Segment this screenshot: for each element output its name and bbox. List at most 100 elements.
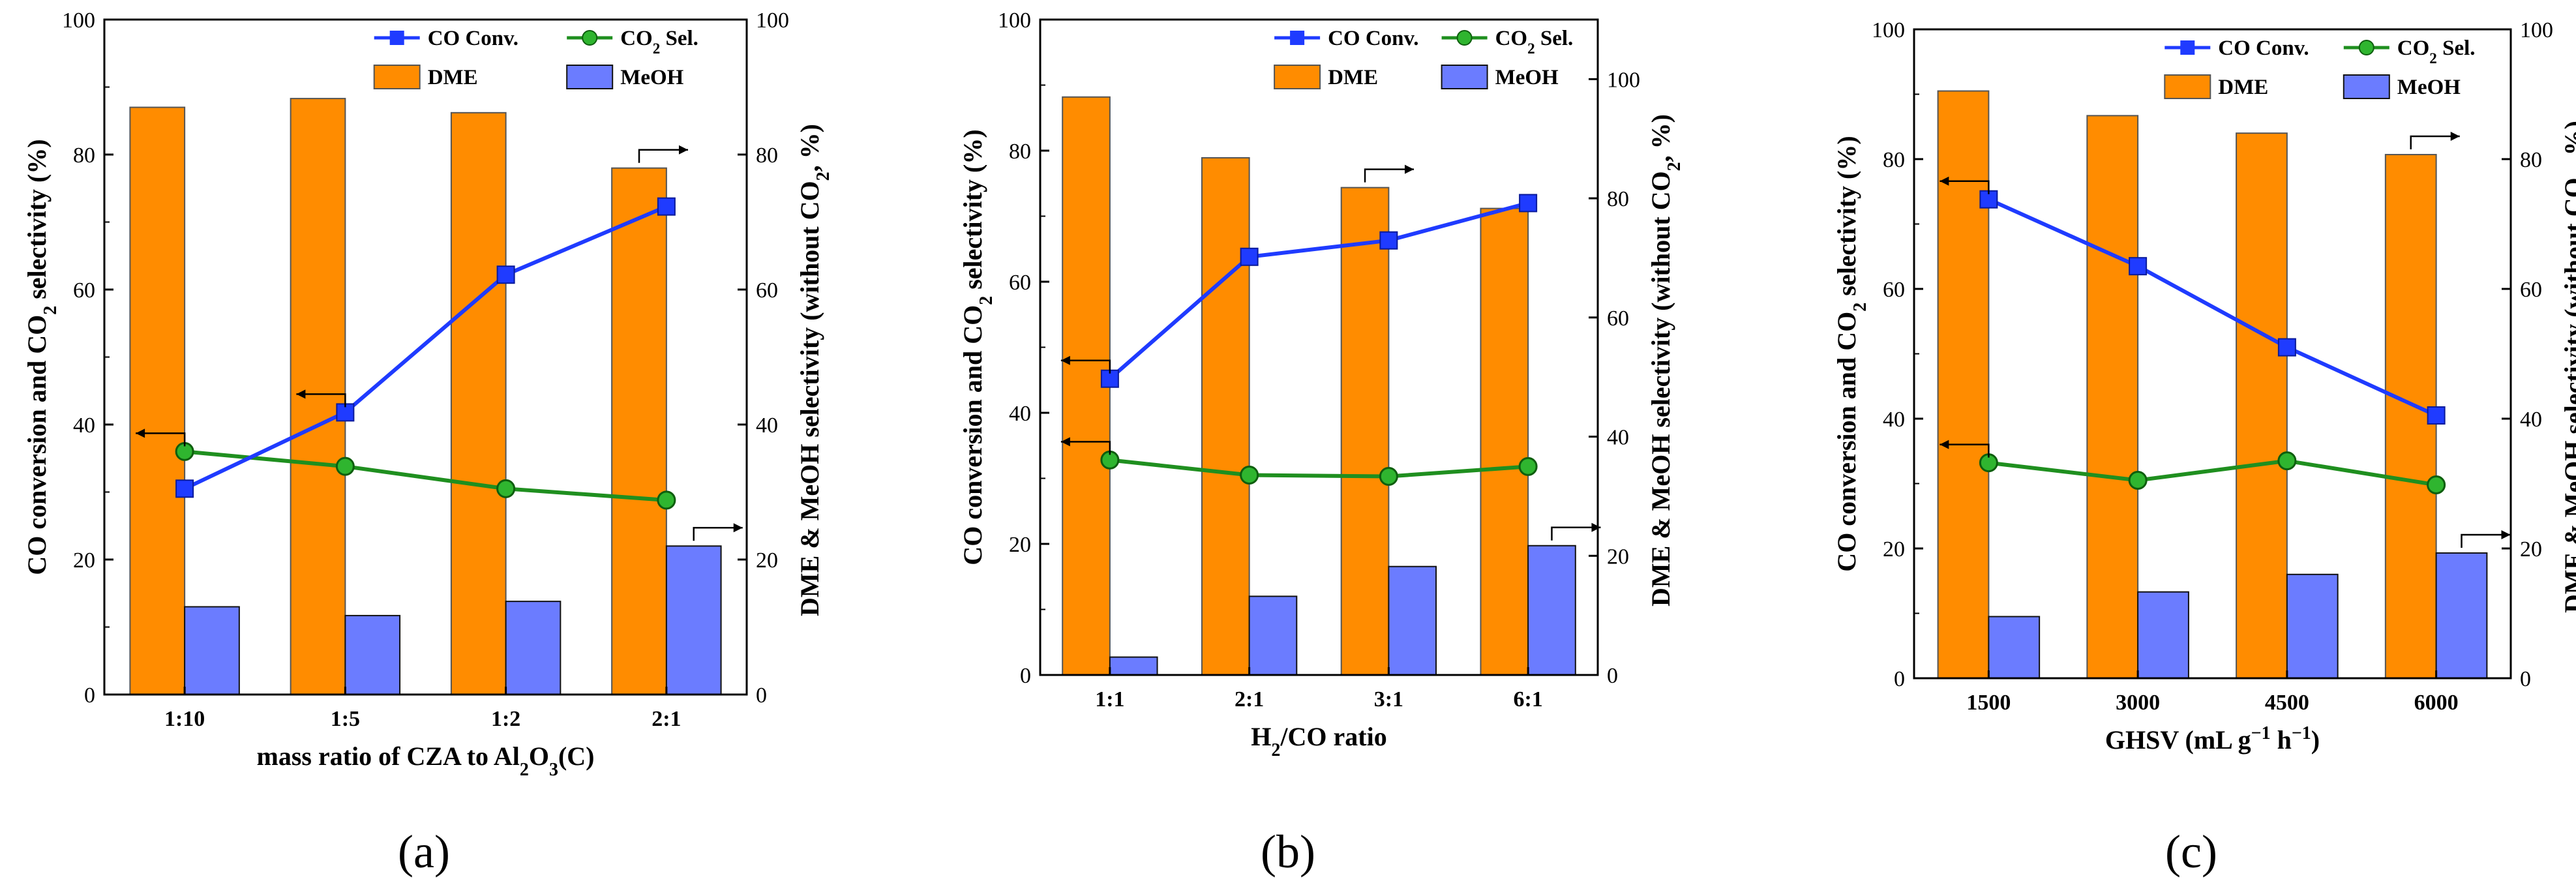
co-conv-point: [1519, 194, 1538, 213]
annotation-arrow: [1939, 180, 1990, 194]
x-axis-label-part: ): [2311, 725, 2320, 755]
left-tick-label: 60: [1883, 278, 1905, 302]
x-tick-label: 1:5: [331, 707, 360, 731]
meoh-bar: [344, 614, 401, 696]
left-axis-label-part: selectivity (%): [958, 129, 987, 295]
x-tick-label: 6:1: [1513, 687, 1542, 711]
right-tick-label: 40: [756, 413, 778, 438]
left-tick-label: 60: [1009, 271, 1031, 295]
legend-co2-sel-label-part: 2: [1527, 40, 1535, 57]
co-conv-line: [1108, 201, 1529, 380]
right-tick-label: 20: [756, 548, 778, 573]
co2-sel-point: [2277, 451, 2297, 471]
legend-co2-sel-label-part: 2: [653, 40, 661, 57]
left-tick-label: 80: [73, 143, 95, 168]
right-axis-label-part: , %): [795, 124, 824, 172]
co2-sel-point: [1518, 456, 1538, 476]
x-axis-label-part: 2: [520, 760, 529, 780]
annotation-arrowhead: [136, 428, 145, 438]
annotation-arrowhead: [1060, 355, 1070, 365]
legend-co2-sel-label-part: Sel.: [2437, 37, 2476, 60]
legend-co2-sel-label: CO2 Sel.: [1495, 27, 1574, 57]
dme-bar: [611, 167, 667, 695]
right-axis-label-part: , %): [2559, 121, 2576, 168]
legend-meoh-swatch: [2343, 74, 2390, 99]
annotation-arrow: [638, 149, 689, 163]
left-axis-label-part: selectivity (%): [22, 139, 52, 305]
dme-bar: [129, 106, 186, 696]
annotation-arrow: [1551, 526, 1601, 541]
x-axis-label-part: H: [1251, 722, 1271, 751]
co2-sel-point: [2128, 471, 2148, 490]
dme-bar: [1480, 207, 1529, 676]
x-tick-label: 1:2: [491, 707, 520, 731]
co-conv-line: [1988, 197, 2437, 417]
dme-bar: [1937, 90, 1990, 679]
legend-co-conv-marker: [2180, 40, 2195, 55]
legend-dme-swatch: [1274, 65, 1321, 89]
left-tick-label: 20: [1883, 537, 1905, 561]
right-tick-label: 100: [756, 8, 789, 33]
panel-label: (a): [398, 826, 450, 878]
left-tick-label: 20: [73, 548, 95, 573]
left-tick-label: 40: [73, 413, 95, 438]
annotation-arrowhead: [733, 523, 743, 533]
right-axis-label: DME & MeOH selectivity (without CO2, %): [795, 124, 833, 616]
annotation-arrowhead: [1591, 522, 1601, 532]
left-tick-label: 0: [1894, 667, 1905, 691]
co2-sel-line: [1109, 458, 1529, 479]
x-tick-label: 1:1: [1095, 687, 1124, 711]
co2-sel-point: [2427, 475, 2446, 494]
legend-co2-sel-label: CO2 Sel.: [620, 27, 698, 57]
left-axis-label-part: selectivity (%): [1832, 136, 1861, 302]
annotation-arrow: [1060, 359, 1111, 374]
right-tick-label: 60: [1607, 307, 1629, 331]
panel-label: (b): [1261, 826, 1315, 878]
co2-sel-point: [335, 456, 355, 476]
left-tick-label: 20: [1009, 533, 1031, 557]
left-axis-label: CO conversion and CO2 selectivity (%): [22, 139, 61, 575]
right-tick-label: 20: [1607, 545, 1629, 569]
right-tick-label: 80: [2520, 148, 2542, 172]
meoh-bar: [1248, 595, 1298, 676]
legend-co2-sel-marker: [1456, 30, 1473, 46]
meoh-bar: [665, 545, 722, 695]
right-tick-label: 60: [756, 278, 778, 303]
annotation-arrow: [2410, 135, 2460, 150]
x-axis-label-part: −1: [2251, 723, 2271, 743]
dme-bar: [1340, 187, 1390, 676]
legend-dme-swatch: [373, 65, 421, 89]
x-axis-label: GHSV (mL g−1 h−1): [2105, 723, 2320, 755]
left-axis-label: CO conversion and CO2 selectivity (%): [1832, 136, 1870, 571]
left-axis-label-part: 2: [1850, 303, 1870, 312]
x-axis-label: mass ratio of CZA to Al2O3(C): [257, 741, 595, 780]
annotation-arrowhead: [296, 389, 306, 399]
annotation-arrow: [693, 527, 743, 541]
legend-co-conv-label: CO Conv.: [428, 27, 518, 50]
co-conv-point: [657, 197, 676, 216]
meoh-bar: [2137, 591, 2189, 679]
left-tick-label: 60: [73, 278, 95, 303]
x-axis-label-part: O: [529, 741, 549, 771]
x-axis-label-part: 2: [1271, 740, 1280, 760]
annotation-arrowhead: [2501, 530, 2511, 539]
legend-co-conv-marker: [389, 31, 404, 45]
annotation-arrowhead: [1060, 437, 1070, 447]
meoh-bar: [2435, 552, 2488, 680]
legend-co-conv-label: CO Conv.: [1328, 27, 1418, 50]
annotation-arrowhead: [1939, 176, 1949, 186]
left-tick-label: 100: [1872, 18, 1905, 42]
dme-bar: [2236, 132, 2288, 679]
annotation-arrow: [1060, 441, 1111, 455]
meoh-bar: [1109, 656, 1158, 676]
legend-co2-sel-label: CO2 Sel.: [2397, 37, 2476, 67]
co2-sel-line: [1988, 458, 2437, 487]
left-tick-label: 80: [1009, 140, 1031, 164]
x-tick-label: 4500: [2265, 691, 2309, 715]
meoh-bar: [184, 606, 240, 696]
x-tick-label: 3000: [2116, 691, 2160, 715]
co-conv-point: [1240, 247, 1259, 266]
right-tick-label: 20: [2520, 537, 2542, 561]
